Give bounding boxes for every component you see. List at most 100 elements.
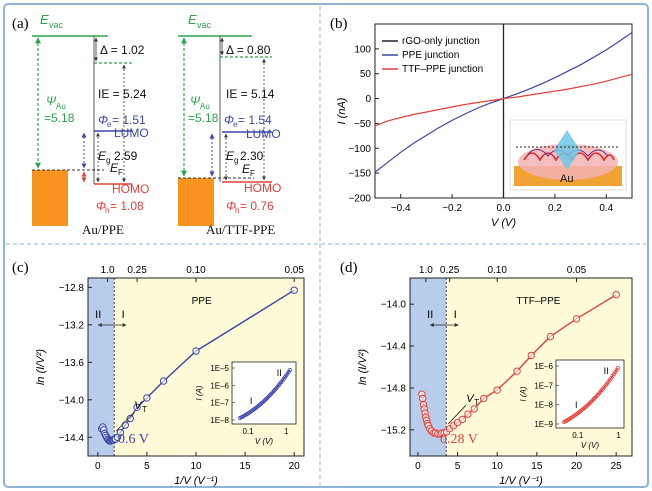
y-tick-label: −13.2 [59, 320, 85, 331]
region-i-label: I [122, 309, 125, 321]
y-tick-label: −13.6 [59, 358, 85, 369]
inset-y-axis-label: I (A) [195, 385, 204, 400]
top-tick-label: 0.10 [487, 265, 507, 276]
x-tick-label: −0.4 [391, 203, 411, 214]
panel-d: (d) 0 5 10 15 20 25 −15.2 −14.8 −14.4 −14.0 1.0 0.2… [340, 260, 633, 487]
data-point [480, 394, 488, 403]
inset-x-tick-label: 1 [284, 427, 289, 436]
region-ii-label: II [95, 309, 101, 321]
inset-y-tick-label: 1E–7 [210, 399, 229, 408]
inset-region-i-label: I [250, 396, 253, 406]
y-axis-label: ln (I/V²) [357, 349, 369, 385]
vt-pointer [115, 411, 135, 432]
svg-text:F: F [250, 169, 255, 178]
data-point [159, 377, 168, 385]
plot-title: TTF–PPE [517, 296, 561, 307]
top-tick-label: 0.10 [186, 265, 206, 276]
x-tick-label: 20 [571, 461, 583, 472]
x-tick-label: 15 [240, 461, 252, 472]
annotation-ppe-vt-voltage: 0.6 V [118, 432, 149, 447]
inset-data-line [239, 369, 291, 419]
data-point [493, 386, 501, 394]
svg-text:= 1.08: = 1.08 [110, 199, 144, 213]
svg-text:E: E [40, 12, 49, 27]
svg-text:e: e [107, 120, 112, 129]
top-tick-label: 0.05 [284, 265, 304, 276]
x-tick-label: 15 [531, 461, 543, 472]
inset-data-line [563, 367, 619, 423]
y-tick-label: −15.2 [381, 425, 407, 436]
data-point [192, 347, 200, 355]
svg-text:Ψ: Ψ [190, 94, 201, 108]
x-tick-label: 5 [144, 461, 150, 472]
inset-x-tick-label: 0.1 [242, 427, 254, 436]
svg-text:HOMO: HOMO [112, 182, 149, 196]
svg-text:LUMO: LUMO [114, 126, 149, 140]
data-point [513, 367, 521, 375]
x-tick-label: 0 [415, 461, 421, 472]
top-tick-label: 0.25 [440, 265, 460, 276]
svg-text:Ψ: Ψ [46, 94, 57, 108]
region-i-label: I [454, 309, 457, 321]
inset-x-tick-label: 1 [616, 431, 621, 440]
x-tick-label: 0.4 [599, 203, 613, 214]
inset-region-i-label: I [575, 400, 578, 410]
panel-c-label: (c) [12, 260, 29, 276]
inset-region-ii-label: II [604, 366, 609, 376]
inset-box [555, 359, 625, 429]
inset-au-label: Au [560, 173, 573, 185]
x-axis-label: 1/V (V⁻¹) [174, 475, 218, 487]
y-tick-label: −14.8 [381, 383, 407, 394]
axes-box [409, 277, 633, 457]
panel-a-label: (a) [12, 16, 29, 32]
svg-text:e: e [233, 120, 238, 129]
svg-text:vac: vac [49, 20, 64, 30]
y-axis-label: I (nA) [336, 97, 348, 124]
svg-text:=5.18: =5.18 [44, 111, 75, 125]
data-point [116, 428, 125, 437]
series-line-3 [374, 73, 633, 127]
svg-text:E: E [110, 161, 119, 175]
svg-text:HOMO: HOMO [244, 181, 281, 195]
svg-text:E: E [242, 162, 251, 176]
svg-text:2.30: 2.30 [240, 149, 264, 163]
inset-box [231, 361, 297, 425]
y-tick-label: 0 [365, 94, 371, 105]
svg-text:= 0.76: = 0.76 [240, 199, 274, 213]
svg-text:LUMO: LUMO [246, 127, 281, 141]
inset-y-tick-label: 1E–7 [534, 381, 553, 390]
svg-text:g: g [106, 156, 110, 165]
data-point [612, 291, 620, 299]
y-tick-label: −50 [354, 119, 371, 130]
svg-text:Φ: Φ [98, 113, 108, 127]
svg-text:E: E [188, 12, 197, 27]
inset-y-tick-label: 1E–5 [210, 364, 229, 373]
data-point [418, 394, 427, 403]
x-axis-label: V (V) [491, 217, 516, 229]
inset-y-tick-label: 1E–8 [210, 416, 229, 425]
outer-frame [3, 3, 649, 488]
inset-x-axis-label: V (V) [581, 441, 600, 450]
junction-inset: Au [509, 119, 627, 191]
fn-plot-ttf-ppe: 0 5 10 15 20 25 −15.2 −14.8 −14.4 −14.0 1.0 0.25 0.1… [357, 265, 633, 487]
svg-text:Φ: Φ [96, 199, 106, 213]
panel-a: (a) E vac Δ = 1.02 IE = 5.24 Ψ Au =5.18 … [12, 12, 281, 237]
svg-text:IE = 5.14: IE = 5.14 [226, 87, 275, 101]
svg-text:E: E [98, 149, 107, 163]
data-point [143, 394, 151, 402]
caption-au-ttf-ppe: Au/TTF-PPE [206, 222, 275, 237]
inset-y-tick-label: 1E–8 [534, 401, 553, 410]
vt-subscript: T [474, 398, 479, 407]
svg-text:Δ = 0.80: Δ = 0.80 [226, 43, 271, 57]
svg-text:Au: Au [200, 102, 210, 111]
svg-text:=5.18: =5.18 [188, 111, 219, 125]
legend-label: rGO-only junction [402, 36, 480, 47]
y-tick-label: −14.4 [59, 433, 85, 444]
svg-text:Φ: Φ [224, 113, 234, 127]
x-tick-label: 0 [95, 461, 101, 472]
au-block-ppe [32, 170, 68, 226]
annotation-ttf-ppe-vt-voltage: 0.28 V [440, 432, 478, 447]
inset-data-point [261, 399, 266, 404]
data-point [121, 421, 130, 429]
x-axis-label: 1/V (V⁻¹) [499, 475, 543, 487]
